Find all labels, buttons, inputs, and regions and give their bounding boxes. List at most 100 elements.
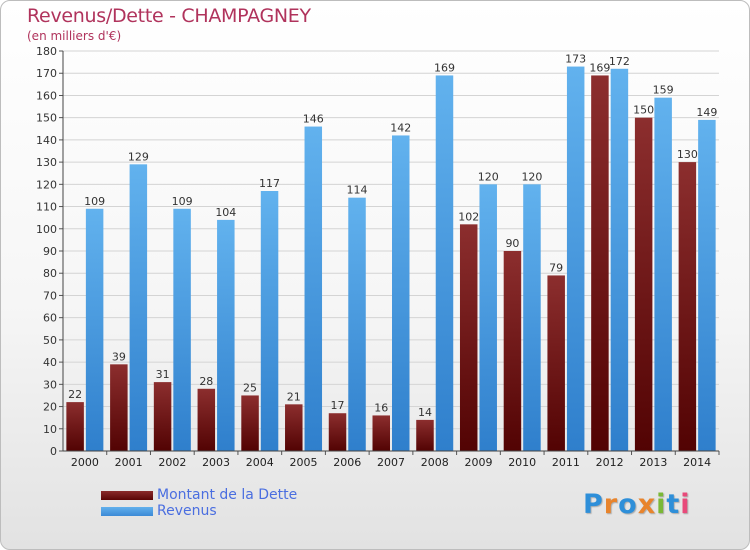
logo-letter: i xyxy=(680,489,691,520)
y-tick-label: 20 xyxy=(43,401,57,414)
y-tick-label: 30 xyxy=(43,378,57,391)
x-tick-label-2002: 2002 xyxy=(158,456,186,469)
logo-letter: i xyxy=(656,489,667,520)
bar-revenus-2004 xyxy=(260,191,279,451)
bar-dette-2013 xyxy=(634,117,653,452)
label-revenus-2009: 120 xyxy=(478,170,499,183)
logo-letter: P xyxy=(583,489,604,520)
bar-revenus-2003 xyxy=(217,219,235,451)
bar-dette-2000 xyxy=(66,402,84,451)
bar-dette-2003 xyxy=(197,388,216,451)
legend-item-debt: Montant de la Dette xyxy=(101,487,297,503)
label-revenus-2002: 109 xyxy=(172,195,193,208)
label-dette-2007: 16 xyxy=(374,401,388,414)
bar-dette-2002 xyxy=(153,382,172,451)
y-tick-label: 120 xyxy=(36,178,57,191)
label-revenus-2011: 173 xyxy=(565,53,586,66)
y-tick-label: 150 xyxy=(36,112,57,125)
bar-dette-2006 xyxy=(328,413,347,451)
label-revenus-2003: 104 xyxy=(215,206,236,219)
y-tick-label: 50 xyxy=(43,334,57,347)
y-tick-label: 60 xyxy=(43,312,57,325)
label-revenus-2000: 109 xyxy=(84,195,105,208)
bar-revenus-2008 xyxy=(435,75,454,451)
bar-dette-2010 xyxy=(503,251,522,451)
label-revenus-2010: 120 xyxy=(521,170,542,183)
x-tick-label-2009: 2009 xyxy=(464,456,492,469)
bar-revenus-2001 xyxy=(129,164,148,452)
label-dette-2004: 25 xyxy=(243,381,257,394)
bar-revenus-2013 xyxy=(654,97,672,452)
bar-dette-2014 xyxy=(678,162,697,451)
y-tick-label: 90 xyxy=(43,245,57,258)
x-tick-label-2003: 2003 xyxy=(202,456,230,469)
bar-dette-2008 xyxy=(416,419,434,451)
y-tick-label: 180 xyxy=(36,45,57,58)
x-tick-label-2007: 2007 xyxy=(377,456,405,469)
bar-revenus-2007 xyxy=(392,135,410,451)
x-tick-label-2005: 2005 xyxy=(290,456,318,469)
label-revenus-2013: 159 xyxy=(653,84,674,97)
label-dette-2003: 28 xyxy=(199,375,213,388)
x-tick-label-2011: 2011 xyxy=(552,456,580,469)
label-revenus-2012: 172 xyxy=(609,55,630,68)
label-dette-2013: 150 xyxy=(633,104,654,117)
x-tick-label-2013: 2013 xyxy=(639,456,667,469)
chart-title: Revenus/Dette - CHAMPAGNEY xyxy=(27,5,311,27)
bar-revenus-2002 xyxy=(173,208,191,451)
bar-revenus-2009 xyxy=(479,184,497,452)
label-dette-2002: 31 xyxy=(156,368,170,381)
bar-revenus-2014 xyxy=(698,119,716,451)
x-tick-label-2001: 2001 xyxy=(115,456,143,469)
y-tick-label: 10 xyxy=(43,423,57,436)
grid-lines xyxy=(63,50,719,452)
label-revenus-2006: 114 xyxy=(347,184,368,197)
x-tick-label-2008: 2008 xyxy=(421,456,449,469)
label-dette-2006: 17 xyxy=(331,399,345,412)
logo-letter: r xyxy=(603,489,619,520)
legend-swatch-revenus xyxy=(101,506,153,516)
label-revenus-2004: 117 xyxy=(259,177,280,190)
x-tick-label-2010: 2010 xyxy=(508,456,536,469)
logo-letter: t xyxy=(666,489,681,520)
legend: Montant de la Dette Revenus xyxy=(101,487,297,519)
y-axis-ticks: 0 10 20 30 40 50 60 70 80 90 100 110 120 130 140 150 160… xyxy=(36,45,63,458)
label-revenus-2005: 146 xyxy=(303,113,324,126)
bar-dette-2001 xyxy=(110,364,128,451)
y-tick-label: 130 xyxy=(36,156,57,169)
label-dette-2008: 14 xyxy=(418,406,432,419)
x-tick-label-2006: 2006 xyxy=(333,456,361,469)
bar-dette-2007 xyxy=(372,415,390,451)
x-tick-label-2004: 2004 xyxy=(246,456,274,469)
bar-revenus-2000 xyxy=(85,208,104,451)
logo-letter: o xyxy=(618,489,638,520)
label-dette-2011: 79 xyxy=(549,261,563,274)
bar-revenus-2005 xyxy=(304,126,323,452)
bar-dette-2009 xyxy=(459,224,478,451)
y-tick-label: 170 xyxy=(36,67,57,80)
y-tick-label: 110 xyxy=(36,201,57,214)
y-tick-label: 0 xyxy=(50,445,57,458)
y-tick-label: 40 xyxy=(43,356,57,369)
axes xyxy=(62,51,719,452)
y-tick-label: 70 xyxy=(43,289,57,302)
label-dette-2000: 22 xyxy=(68,388,82,401)
bar-revenus-2011 xyxy=(566,66,585,452)
label-dette-2001: 39 xyxy=(112,350,126,363)
bar-dette-2005 xyxy=(285,404,303,451)
label-dette-2014: 130 xyxy=(677,148,698,161)
legend-swatch-debt xyxy=(101,490,153,500)
label-dette-2012: 169 xyxy=(589,61,610,74)
y-tick-label: 160 xyxy=(36,89,57,102)
y-tick-label: 80 xyxy=(43,267,57,280)
logo-letter: x xyxy=(637,489,657,520)
label-dette-2010: 90 xyxy=(505,237,519,250)
label-revenus-2007: 142 xyxy=(390,121,411,134)
bar-dette-2004 xyxy=(241,395,259,451)
bars: 22 109 39 129 31 109 28 104 25 117 21 146 17 114 16 142… xyxy=(66,53,717,452)
bar-dette-2012 xyxy=(591,75,609,451)
label-dette-2005: 21 xyxy=(287,390,301,403)
bar-dette-2011 xyxy=(547,275,565,451)
